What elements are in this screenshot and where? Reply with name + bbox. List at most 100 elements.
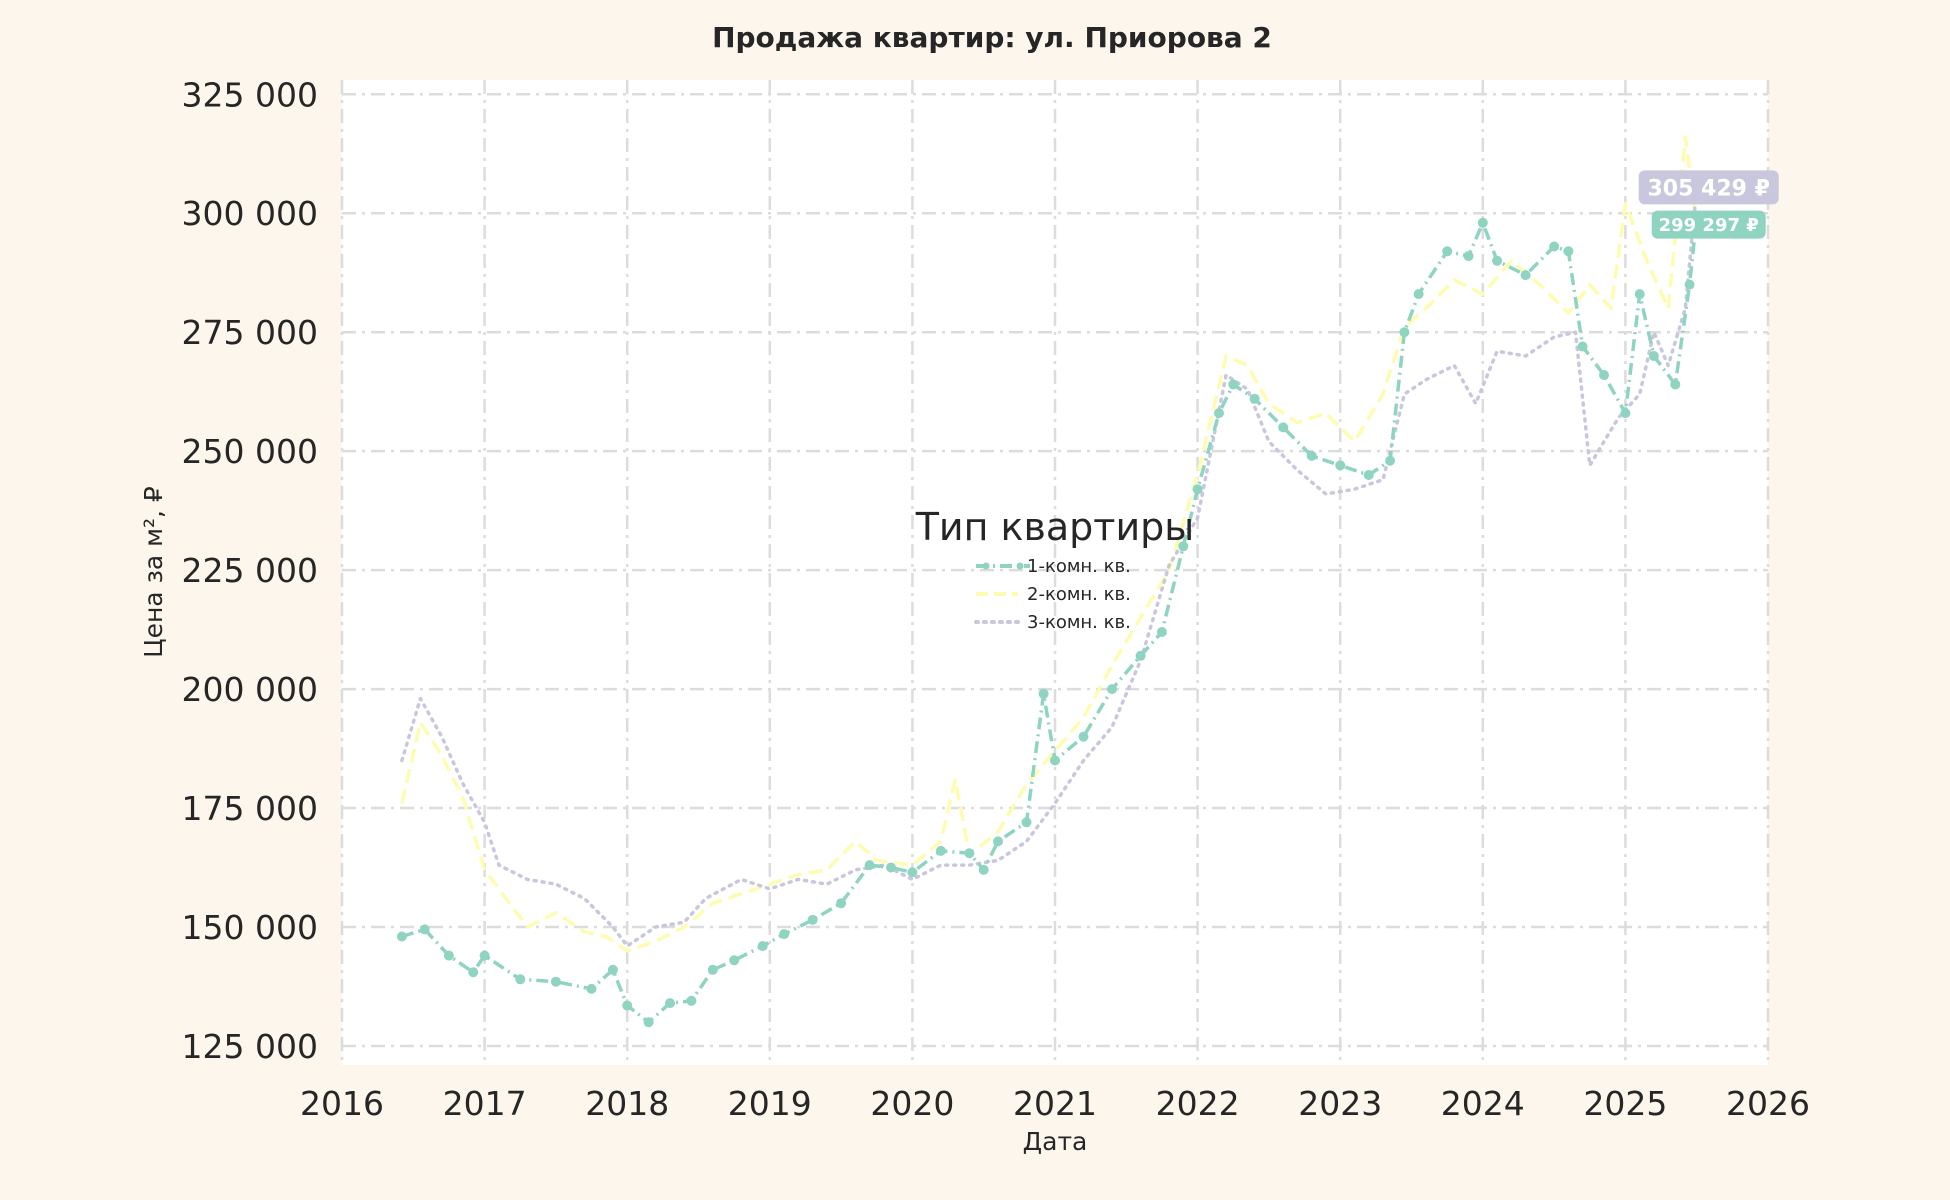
data-point [1385,455,1396,466]
legend-label-1: 1-комн. кв. [1027,556,1131,577]
series-line-2 [400,135,1699,953]
data-point [1228,379,1239,390]
data-point [396,931,407,942]
x-tick-label: 2024 [1441,1084,1525,1123]
data-point [1249,393,1260,404]
data-point [443,950,454,961]
y-tick-label: 125 000 [182,1027,318,1066]
data-point [1477,217,1488,228]
data-point [836,898,847,909]
chart-title: Продажа квартир: ул. Приорова 2 [712,21,1272,54]
data-point [468,967,479,978]
x-tick-label: 2023 [1298,1084,1382,1123]
legend-marker-1b [1016,562,1024,570]
data-point [665,998,675,1009]
data-point [1107,684,1117,695]
series-3 [400,185,1699,948]
y-tick-label: 150 000 [182,908,318,947]
data-point [864,860,875,871]
data-point [1413,289,1424,300]
data-point [1363,470,1374,480]
data-point [1577,341,1588,352]
data-point [886,862,896,873]
data-point [1278,422,1289,433]
data-point [757,941,768,951]
x-tick-label: 2019 [728,1084,812,1123]
data-point [479,950,490,961]
data-point [1021,817,1032,828]
x-tick-label: 2016 [300,1084,384,1123]
data-point [964,848,975,859]
data-point [607,964,618,975]
end-value-badges: 299 297 ₽ 305 429 ₽ [1638,170,1779,239]
legend-marker-1 [982,562,990,570]
data-point [1684,279,1695,290]
grid-lines [340,80,1770,1065]
data-point [1038,688,1049,699]
data-point [1178,541,1189,552]
y-tick-label: 175 000 [182,789,318,828]
data-point [1599,370,1609,380]
data-point [622,1000,633,1011]
legend-title: Тип квартиры [915,505,1195,549]
axis-ticks: 2016 2017 2018 2019 2020 2021 2022 2023 2024 2025… [182,75,1810,1123]
data-point [643,1017,654,1028]
data-point [1192,484,1203,495]
y-tick-label: 250 000 [182,432,318,471]
data-point [1620,408,1631,419]
y-tick-label: 200 000 [182,670,318,709]
x-tick-label: 2020 [870,1084,954,1123]
data-point [1135,650,1146,661]
data-point [1306,450,1317,461]
data-point [779,929,790,940]
data-point [1335,460,1346,471]
data-point [729,955,740,966]
data-point [807,914,818,925]
data-series [396,135,1702,1028]
data-point [907,867,918,878]
data-point [1549,241,1560,252]
series-line-3 [400,185,1699,948]
series-1 [396,211,1702,1028]
x-tick-label: 2018 [585,1084,669,1123]
data-point [1442,246,1453,257]
data-point [1634,289,1645,300]
x-tick-label: 2022 [1156,1084,1240,1123]
data-point [550,976,561,987]
end-badge-box [1651,210,1766,239]
data-point [1050,755,1060,766]
legend-item-1: 1-комн. кв. [976,556,1131,577]
x-tick-label: 2017 [443,1084,527,1123]
data-point [1648,351,1659,361]
y-axis-label: Цена за м², ₽ [139,486,168,658]
y-tick-label: 300 000 [182,194,318,233]
end-badge-3: 305 429 ₽ [1638,170,1779,205]
y-tick-label: 225 000 [182,551,318,590]
data-point [1520,270,1531,281]
end-badge-label: 305 429 ₽ [1647,176,1769,201]
data-point [1214,408,1224,419]
data-point [515,974,526,985]
legend-label-3: 3-комн. кв. [1027,612,1131,633]
data-point [1563,246,1574,257]
data-point [1463,251,1474,262]
end-badge-1: 299 297 ₽ [1651,210,1766,239]
x-tick-label: 2026 [1726,1084,1810,1123]
data-point [978,864,989,875]
end-badge-label: 299 297 ₽ [1659,215,1759,236]
data-point [993,836,1003,847]
end-badge-box [1638,170,1779,205]
series-2 [400,135,1699,953]
legend-label-2: 2-комн. кв. [1027,584,1131,605]
data-point [707,964,718,975]
data-point [1670,379,1681,390]
data-point [1492,255,1503,266]
x-axis-label: Дата [1023,1127,1088,1156]
legend-item-2: 2-комн. кв. [976,584,1131,605]
data-point [935,845,946,856]
legend: Тип квартиры 1-комн. кв. 2-комн. кв. 3-к… [915,505,1195,633]
x-tick-label: 2025 [1583,1084,1667,1123]
data-point [1399,327,1410,338]
data-point [1078,731,1089,742]
